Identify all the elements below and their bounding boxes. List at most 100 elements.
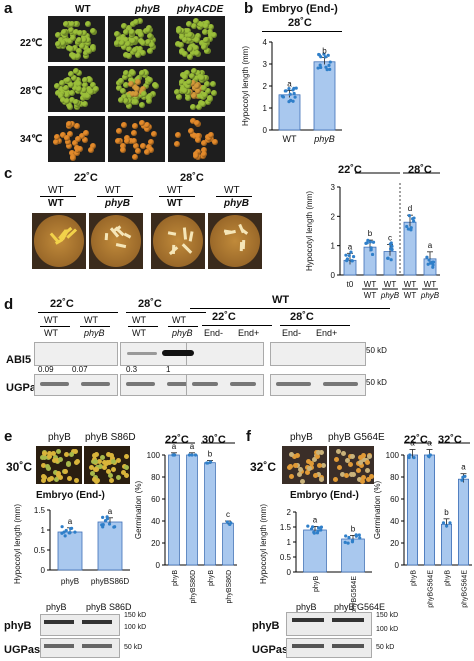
seed <box>187 53 194 60</box>
significance-letter: b <box>208 450 213 459</box>
seed <box>190 93 197 100</box>
seed <box>113 39 120 46</box>
d-lane-bottom: WT <box>132 328 146 338</box>
seed <box>79 42 86 49</box>
x-tick-label: phyB <box>411 570 418 586</box>
seed <box>125 26 132 33</box>
seed <box>348 472 354 478</box>
seed <box>90 82 97 89</box>
data-point <box>351 255 356 259</box>
photo-label-top: WT <box>224 185 240 196</box>
seed <box>137 18 144 25</box>
seed <box>122 51 129 58</box>
y-axis-label: Hypocotyl length (mm) <box>241 46 250 126</box>
seed <box>206 135 213 142</box>
seed <box>181 51 188 58</box>
seed <box>186 31 193 38</box>
seed <box>199 22 206 29</box>
seed <box>119 35 126 42</box>
photo-bracket <box>159 196 195 197</box>
seed <box>335 449 341 455</box>
blot-lane: phyB G564E <box>334 602 386 612</box>
seed <box>306 459 312 465</box>
seed <box>147 77 154 84</box>
seed <box>134 52 141 59</box>
e-temp: 30˚C <box>6 460 33 474</box>
seed <box>123 138 130 145</box>
seed <box>120 470 126 476</box>
data-point <box>328 60 332 64</box>
seed <box>191 22 198 29</box>
seed <box>185 95 192 102</box>
seed-photo <box>108 16 165 62</box>
seed <box>134 85 141 92</box>
seed <box>62 469 68 475</box>
seed <box>137 28 144 35</box>
seed <box>189 104 196 111</box>
seed <box>81 82 88 89</box>
seed <box>178 33 185 40</box>
seed-photo <box>48 66 105 112</box>
blot-lane: phyB <box>296 602 317 612</box>
bar <box>222 522 234 566</box>
col-phyb: phyB <box>135 4 160 15</box>
seed <box>178 42 185 49</box>
seed <box>193 36 200 43</box>
seed <box>60 39 67 46</box>
seed <box>81 30 88 37</box>
seed <box>72 20 79 27</box>
seed <box>309 460 315 466</box>
data-point <box>60 525 64 529</box>
seed <box>139 85 146 92</box>
seed <box>105 468 111 474</box>
significance-letter: a <box>108 507 113 516</box>
seed <box>116 36 123 43</box>
data-point <box>344 534 348 538</box>
seed <box>204 47 211 54</box>
d-lane-bracket <box>80 326 110 327</box>
significance-letter: a <box>348 242 353 251</box>
seed <box>295 452 301 458</box>
seed <box>58 475 64 481</box>
data-point <box>310 525 315 529</box>
seed <box>74 122 81 129</box>
seed <box>314 453 320 459</box>
d-wt-lane: End+ <box>238 328 260 338</box>
seed <box>144 27 151 34</box>
seed <box>55 40 62 47</box>
data-point <box>325 68 329 72</box>
seed <box>203 22 210 29</box>
seed <box>201 139 208 146</box>
abi5-blot <box>270 342 366 366</box>
seed <box>57 92 64 99</box>
seed <box>115 458 121 464</box>
data-point <box>412 455 416 460</box>
seed <box>120 142 127 149</box>
seed <box>50 450 56 456</box>
x-tick-label: phyBG564E <box>351 576 358 614</box>
seed <box>53 455 59 461</box>
x-tick-label: t0 <box>347 280 354 289</box>
photo-dish <box>91 215 141 267</box>
data-point <box>364 241 368 245</box>
d-row1: ABI5 <box>6 354 32 366</box>
seed <box>185 21 192 28</box>
d-wt-header: WT <box>272 294 290 306</box>
data-point <box>107 522 112 526</box>
d-wt-temp: 22˚C <box>212 311 236 323</box>
significance-letter: b <box>368 229 373 238</box>
data-point <box>429 261 433 265</box>
seed <box>175 93 182 100</box>
ugpase-band <box>44 644 74 648</box>
embryo-photo-strip: WT WT WT phyB WT WT WT phyB <box>32 185 262 271</box>
d-temp: 22˚C <box>50 298 74 310</box>
row-22: 22℃ <box>20 38 43 49</box>
abi5-quant: 0.09 <box>38 365 54 374</box>
significance-letter: d <box>408 204 412 213</box>
seed <box>148 146 155 153</box>
seed <box>289 451 295 457</box>
ugpase-band <box>276 382 311 386</box>
seed <box>179 28 186 35</box>
data-point <box>225 520 229 524</box>
seed <box>181 37 188 44</box>
